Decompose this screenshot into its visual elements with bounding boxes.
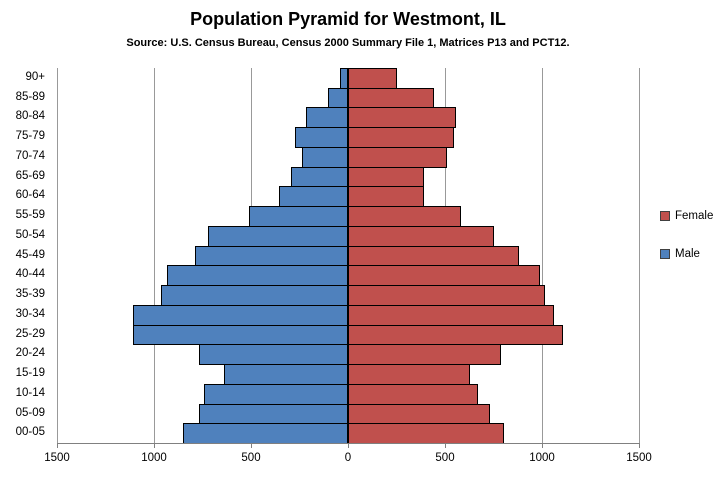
bar-female-75-79 [348, 127, 454, 148]
y-axis-label: 20-24 [15, 347, 45, 360]
gridline [154, 68, 155, 443]
y-axis-label: 75-79 [15, 130, 45, 143]
bar-male-55-59 [249, 206, 348, 227]
y-axis-label: 50-54 [15, 228, 45, 241]
y-axis-label: 00-05 [15, 426, 45, 439]
bar-female-90+ [348, 68, 397, 89]
y-axis-label: 35-39 [15, 288, 45, 301]
y-axis-label: 40-44 [15, 268, 45, 281]
bar-female-70-74 [348, 147, 447, 168]
bar-male-00-05 [183, 423, 348, 444]
x-axis-line [57, 443, 640, 444]
x-axis-tick [445, 444, 446, 448]
y-axis-label: 05-09 [15, 406, 45, 419]
x-axis-tick [154, 444, 155, 448]
x-axis-tick [542, 444, 543, 448]
gridline [57, 68, 58, 443]
gridline [542, 68, 543, 443]
y-axis-label: 65-69 [15, 169, 45, 182]
x-axis-tick-label: 1500 [626, 452, 652, 464]
legend-item-female: Female [660, 210, 713, 222]
y-axis-label: 90+ [25, 71, 45, 83]
chart-title: Population Pyramid for Westmont, IL [190, 9, 506, 29]
bar-male-35-39 [161, 285, 348, 306]
bar-male-90+ [340, 68, 348, 89]
bar-male-80-84 [306, 107, 348, 128]
bar-female-40-44 [348, 265, 540, 286]
gridline [639, 68, 640, 443]
legend-swatch-male-icon [660, 249, 670, 259]
bar-female-05-09 [348, 404, 490, 424]
y-axis-label: 85-89 [15, 90, 45, 103]
bar-female-35-39 [348, 285, 545, 306]
bar-male-10-14 [204, 384, 348, 405]
bar-female-50-54 [348, 226, 494, 247]
y-axis-label: 10-14 [15, 386, 45, 399]
legend-label-male: Male [675, 248, 700, 260]
bar-male-75-79 [295, 127, 348, 148]
x-axis-tick-label: 1000 [141, 452, 167, 464]
bar-male-30-34 [133, 305, 348, 326]
y-axis-label: 15-19 [15, 367, 45, 380]
plot-area [57, 68, 640, 444]
y-axis-label: 30-34 [15, 307, 45, 320]
bar-female-20-24 [348, 344, 501, 365]
legend-swatch-female-icon [660, 211, 670, 221]
bar-male-85-89 [328, 88, 348, 108]
bar-female-30-34 [348, 305, 554, 326]
y-axis-label: 70-74 [15, 149, 45, 162]
bar-female-00-05 [348, 423, 504, 444]
x-axis-tick [57, 444, 58, 448]
bar-male-15-19 [224, 364, 348, 385]
y-axis-label: 80-84 [15, 110, 45, 123]
x-axis-tick-label: 0 [344, 452, 352, 464]
bar-male-40-44 [167, 265, 348, 286]
y-axis-label: 55-59 [15, 209, 45, 222]
x-axis-tick-label: 1500 [44, 452, 70, 464]
bar-male-50-54 [208, 226, 348, 247]
y-axis-labels: 90+ 85-89 80-84 75-79 70-74 65-69 60-64 55-59 50… [0, 68, 45, 443]
bar-female-15-19 [348, 364, 470, 385]
bar-male-20-24 [199, 344, 348, 365]
chart-subtitle: Source: U.S. Census Bureau, Census 2000 … [126, 37, 570, 49]
bar-female-80-84 [348, 107, 456, 128]
x-axis-tick [639, 444, 640, 448]
bar-female-65-69 [348, 167, 424, 187]
x-axis-tick-label: 1000 [529, 452, 555, 464]
legend-label-female: Female [675, 210, 714, 222]
bar-female-10-14 [348, 384, 478, 405]
x-axis-tick-label: 500 [435, 452, 455, 464]
bar-female-25-29 [348, 325, 563, 345]
legend-item-male: Male [660, 248, 713, 260]
bar-male-60-64 [279, 186, 348, 207]
x-axis-tick [251, 444, 252, 448]
bar-male-70-74 [302, 147, 348, 168]
bar-female-85-89 [348, 88, 434, 108]
bar-female-55-59 [348, 206, 461, 227]
y-axis-label: 60-64 [15, 189, 45, 202]
bar-female-60-64 [348, 186, 424, 207]
bar-male-25-29 [133, 325, 348, 345]
x-axis-tick [348, 444, 349, 448]
y-axis-label: 45-49 [15, 248, 45, 261]
bar-male-45-49 [195, 246, 348, 266]
bar-male-65-69 [291, 167, 348, 187]
bar-female-45-49 [348, 246, 519, 266]
bar-male-05-09 [199, 404, 348, 424]
y-axis-label: 25-29 [15, 327, 45, 340]
x-axis-tick-label: 500 [241, 452, 261, 464]
legend: Female Male [660, 210, 713, 286]
